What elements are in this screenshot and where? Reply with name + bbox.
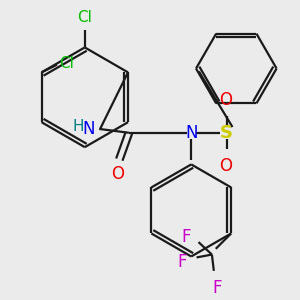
Text: Cl: Cl [59,56,74,71]
Text: O: O [219,91,232,109]
Text: Cl: Cl [77,11,92,26]
Text: O: O [219,157,232,175]
Text: F: F [178,253,187,271]
Text: F: F [212,278,221,296]
Text: N: N [185,124,197,142]
Text: S: S [220,124,233,142]
Text: H: H [72,118,84,134]
Text: N: N [83,120,95,138]
Text: F: F [181,228,191,246]
Text: O: O [111,165,124,183]
